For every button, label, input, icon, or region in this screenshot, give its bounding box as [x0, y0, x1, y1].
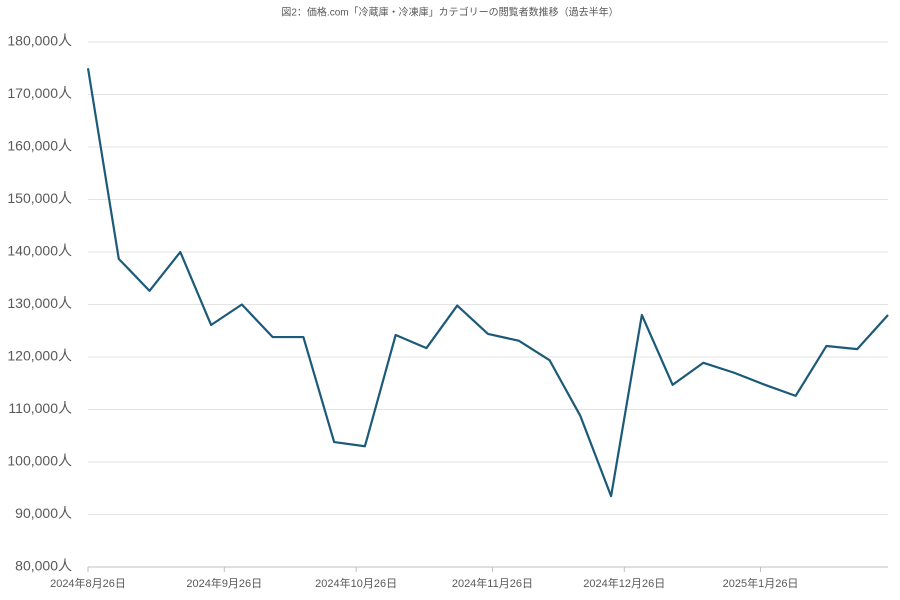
y-tick-label: 90,000人: [15, 505, 72, 521]
x-tick-label: 2024年10月26日: [315, 576, 397, 590]
y-tick-label: 140,000人: [7, 243, 72, 259]
x-tick-label: 2024年12月26日: [583, 576, 665, 590]
y-tick-label: 100,000人: [7, 453, 72, 469]
line: [86, 68, 889, 498]
y-tick-label: 130,000人: [7, 295, 72, 311]
y-tick-label: 80,000人: [15, 558, 72, 574]
y-tick-label: 120,000人: [7, 348, 72, 364]
y-tick-label: 110,000人: [8, 400, 72, 416]
y-tick-label: 180,000人: [7, 33, 72, 49]
x-tick-label: 2024年11月26日: [452, 576, 533, 590]
y-tick-label: 160,000人: [7, 138, 72, 154]
y-tick-label: 170,000人: [7, 85, 72, 101]
x-tick-label: 2024年8月26日: [50, 576, 126, 590]
x-tick-label: 2025年1月26日: [723, 576, 799, 590]
y-tick-label: 150,000人: [7, 190, 72, 206]
chart-title: 図2：価格.com「冷蔵庫・冷凍庫」カテゴリーの閲覧者数推移（過去半年）: [281, 6, 618, 19]
x-tick-label: 2024年9月26日: [186, 576, 262, 590]
